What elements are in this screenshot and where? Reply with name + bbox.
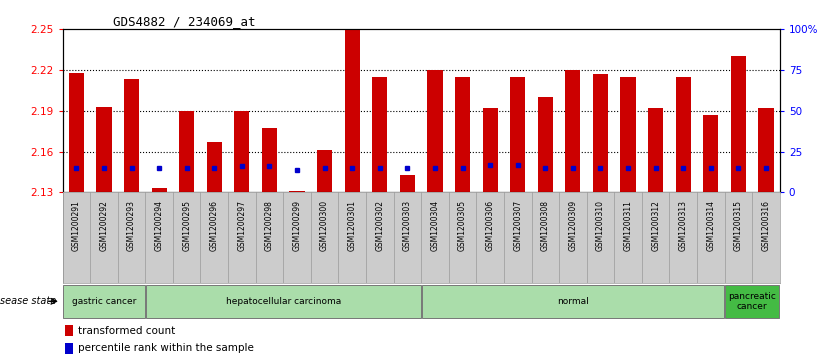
Text: GSM1200302: GSM1200302 [375,200,384,250]
Text: disease state: disease state [0,296,56,306]
Text: GSM1200297: GSM1200297 [238,200,246,250]
Text: GSM1200307: GSM1200307 [513,200,522,251]
Text: GSM1200301: GSM1200301 [348,200,357,250]
Text: GSM1200304: GSM1200304 [430,200,440,251]
Text: GSM1200316: GSM1200316 [761,200,771,250]
Bar [207,142,222,192]
Text: GSM1200291: GSM1200291 [72,200,81,250]
Text: GSM1200313: GSM1200313 [679,200,688,250]
Bar [65,343,73,354]
Bar [758,108,774,192]
FancyBboxPatch shape [63,285,145,318]
Text: GSM1200310: GSM1200310 [596,200,605,250]
Text: GSM1200296: GSM1200296 [210,200,219,250]
Text: GSM1200308: GSM1200308 [540,200,550,250]
Text: pancreatic
cancer: pancreatic cancer [728,291,776,311]
Bar [124,79,139,192]
Bar [510,77,525,192]
Bar [68,73,84,192]
Bar [565,70,580,192]
FancyBboxPatch shape [146,285,420,318]
Text: percentile rank within the sample: percentile rank within the sample [78,343,254,353]
Text: GSM1200309: GSM1200309 [569,200,577,251]
Bar [483,108,498,192]
Bar [703,115,718,192]
Bar [731,56,746,192]
Bar [620,77,636,192]
Text: GSM1200312: GSM1200312 [651,200,661,250]
Bar [289,191,304,192]
Text: GSM1200293: GSM1200293 [127,200,136,250]
Bar [372,77,387,192]
Text: GSM1200292: GSM1200292 [99,200,108,250]
FancyBboxPatch shape [726,285,779,318]
Bar [648,108,663,192]
FancyBboxPatch shape [422,285,724,318]
Bar [455,77,470,192]
Bar [262,129,277,192]
Text: GSM1200300: GSM1200300 [320,200,329,251]
Text: GSM1200303: GSM1200303 [403,200,412,251]
Text: GSM1200299: GSM1200299 [293,200,302,250]
Bar [676,77,691,192]
Bar [344,29,359,192]
Bar [317,150,332,192]
Bar [399,175,415,192]
Text: GSM1200305: GSM1200305 [458,200,467,251]
Text: GSM1200314: GSM1200314 [706,200,716,250]
Text: GDS4882 / 234069_at: GDS4882 / 234069_at [113,15,255,28]
Bar [593,74,608,192]
Text: normal: normal [557,297,589,306]
Bar [97,107,112,192]
Text: GSM1200311: GSM1200311 [624,200,632,250]
Text: transformed count: transformed count [78,326,175,336]
Text: GSM1200306: GSM1200306 [485,200,495,251]
Text: GSM1200298: GSM1200298 [265,200,274,250]
Bar [179,111,194,192]
Bar [65,325,73,336]
Bar [152,188,167,192]
Text: gastric cancer: gastric cancer [72,297,136,306]
Text: GSM1200295: GSM1200295 [182,200,191,250]
Text: hepatocellular carcinoma: hepatocellular carcinoma [226,297,341,306]
Bar [234,111,249,192]
Bar [427,70,443,192]
Text: GSM1200294: GSM1200294 [154,200,163,250]
Text: GSM1200315: GSM1200315 [734,200,743,250]
Bar [538,97,553,192]
